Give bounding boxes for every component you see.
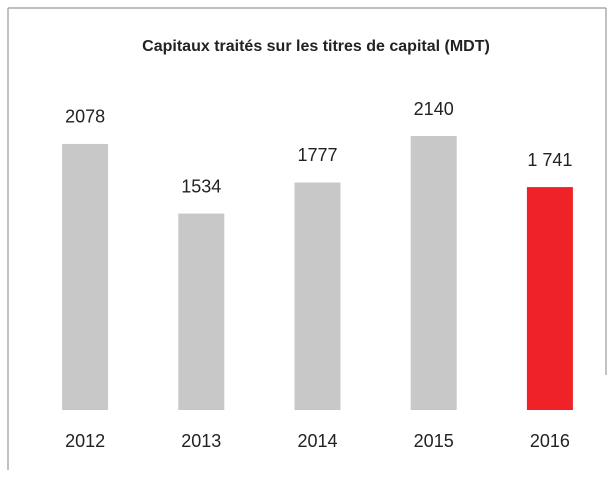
bar bbox=[294, 182, 341, 410]
x-tick-label: 2013 bbox=[181, 431, 221, 451]
bar bbox=[62, 143, 109, 410]
x-tick-label: 2015 bbox=[414, 431, 454, 451]
value-label: 2078 bbox=[65, 107, 105, 127]
chart-title: Capitaux traités sur les titres de capit… bbox=[142, 38, 490, 55]
value-label: 1 741 bbox=[527, 150, 572, 170]
bar bbox=[178, 213, 225, 410]
x-tick-label: 2016 bbox=[530, 431, 570, 451]
bar bbox=[410, 136, 457, 410]
value-label: 1534 bbox=[181, 176, 221, 196]
value-label: 2140 bbox=[414, 99, 454, 119]
x-tick-label: 2014 bbox=[297, 431, 337, 451]
bar bbox=[526, 187, 573, 410]
x-tick-label: 2012 bbox=[65, 431, 105, 451]
value-label: 1777 bbox=[297, 145, 337, 165]
